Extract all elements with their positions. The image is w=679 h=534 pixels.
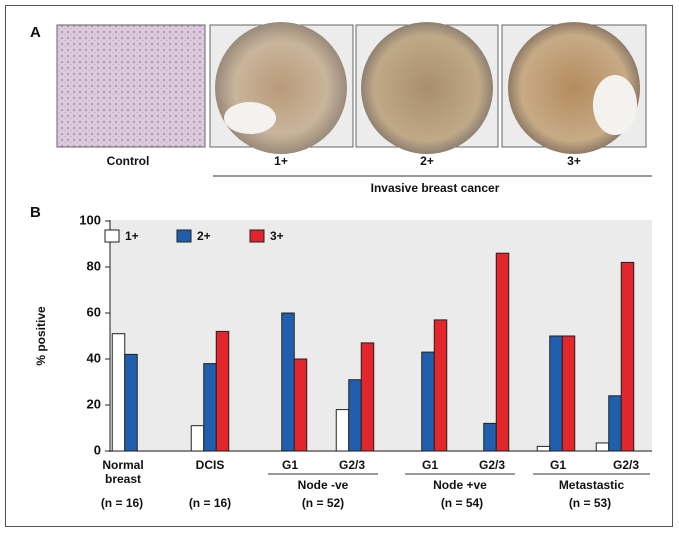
fat (593, 75, 637, 135)
bar (215, 330, 230, 452)
tissue-core (361, 22, 493, 154)
n-label: (n = 53) (569, 496, 611, 510)
bar (111, 333, 126, 452)
bar (421, 351, 435, 452)
caption: Invasive breast cancer (371, 181, 500, 195)
legend-label: 3+ (270, 229, 284, 243)
x-tick-label: G2/3 (612, 458, 639, 472)
y-axis-label: % positive (34, 306, 48, 366)
legend-swatch (104, 229, 120, 243)
n-label: (n = 16) (101, 496, 143, 510)
bar (483, 422, 497, 452)
x-tick-label: G1 (421, 458, 438, 472)
image-label: 2+ (420, 154, 434, 168)
fat (224, 102, 276, 134)
bar (124, 353, 138, 452)
legend-swatch (176, 229, 192, 243)
y-tick-label: 60 (87, 304, 101, 319)
y-tick-label: 100 (79, 212, 101, 227)
tissue-core (215, 22, 347, 154)
group-label: Node -ve (298, 478, 349, 492)
bar (549, 335, 563, 452)
x-tick-label: DCIS (195, 458, 225, 472)
bar (433, 319, 448, 452)
x-tick-label: G1 (549, 458, 566, 472)
legend-label: 2+ (197, 229, 211, 243)
image-label: Control (107, 154, 150, 168)
bar (561, 335, 576, 452)
bar (495, 252, 510, 452)
n-label: (n = 52) (302, 496, 344, 510)
bar (536, 445, 551, 452)
legend-label: 1+ (125, 229, 139, 243)
y-tick-label: 80 (87, 258, 101, 273)
n-label: (n = 54) (441, 496, 483, 510)
group-label: Metastastic (559, 478, 625, 492)
x-tick-label: G2/3 (338, 458, 365, 472)
x-tick-label: Normal breast (102, 458, 144, 486)
bar (293, 358, 308, 452)
group-label: Node +ve (433, 478, 487, 492)
y-tick-label: 0 (94, 442, 101, 457)
image-label: 1+ (274, 154, 288, 168)
bar (595, 442, 610, 452)
x-tick-label: G2/3 (478, 458, 505, 472)
bar (608, 395, 622, 452)
image-control (56, 24, 206, 148)
figure-border (5, 5, 673, 527)
bar (360, 342, 375, 452)
n-label: (n = 16) (189, 496, 231, 510)
y-tick-label: 20 (87, 396, 101, 411)
bar (190, 425, 205, 452)
panel-label: A (30, 24, 41, 41)
panel-label: B (30, 204, 41, 221)
bar (620, 261, 635, 452)
bar (348, 379, 362, 452)
bar (203, 363, 217, 452)
legend-swatch (249, 229, 265, 243)
x-tick-label: G1 (281, 458, 298, 472)
bar (335, 409, 350, 452)
y-tick-label: 40 (87, 350, 101, 365)
bar (281, 312, 295, 452)
image-label: 3+ (567, 154, 581, 168)
